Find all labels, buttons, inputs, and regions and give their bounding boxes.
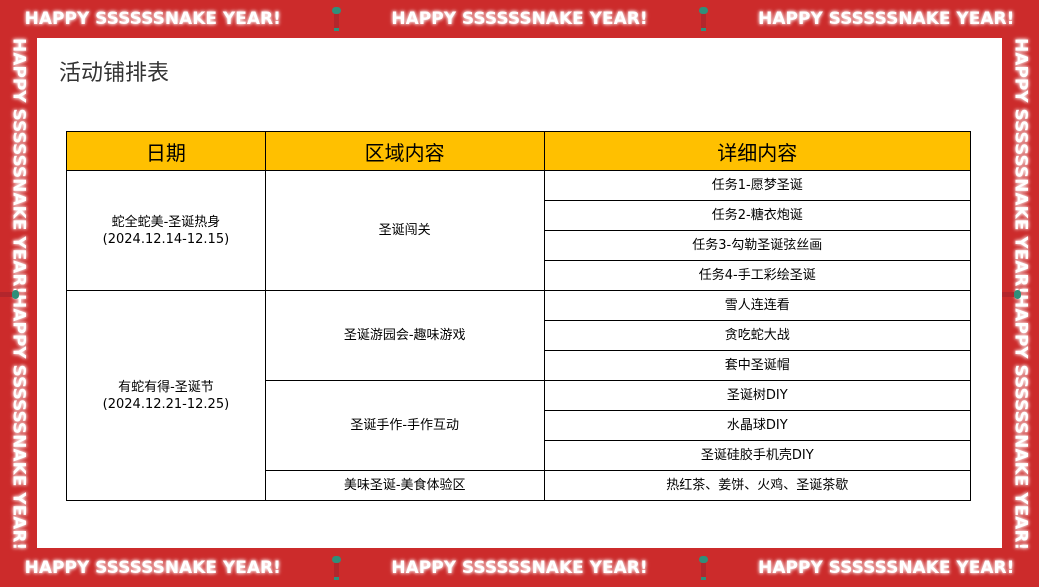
detail-cell: 套中圣诞帽 [543,350,971,381]
detail-cell: 任务4-手工彩绘圣诞 [543,260,971,291]
banner-text: HAPPY SSSSSSNAKE YEAR! [758,557,1015,578]
banner-text: HAPPY SSSSSSNAKE YEAR! [1010,38,1031,295]
content-panel: 活动铺排表 日期 区域内容 详细内容 蛇全蛇美-圣诞热身 (2024.12.14-… [37,38,1002,548]
header-date: 日期 [66,131,266,171]
table-row: 有蛇有得-圣诞节 (2024.12.21-12.25) 圣诞游园会-趣味游戏 雪人连连… [66,290,971,501]
header-area: 区域内容 [264,131,545,171]
table-row: 蛇全蛇美-圣诞热身 (2024.12.14-12.15) 圣诞闯关 任务1-愿梦圣诞 [66,170,971,291]
area-cell: 美味圣诞-美食体验区 [264,470,545,501]
date-range: (2024.12.21-12.25) [102,396,230,412]
table-row: 贪吃蛇大战 [67,320,971,351]
detail-cell: 任务3-勾勒圣诞弦丝画 [543,230,971,261]
page-title: 活动铺排表 [59,61,170,86]
table-row: 任务2-糖衣炮诞 [67,200,971,231]
detail-cell: 圣诞树DIY [543,380,971,411]
date-name: 蛇全蛇美-圣诞热身 [111,214,221,230]
banner-text: HAPPY SSSSSSNAKE YEAR! [758,9,1015,29]
banner-text: HAPPY SSSSSSNAKE YEAR! [24,9,281,29]
detail-cell: 贪吃蛇大战 [543,320,971,351]
banner-text: HAPPY SSSSSSNAKE YEAR! [391,9,648,29]
banner-text: HAPPY SSSSSSNAKE YEAR! [8,38,29,295]
snake-icon [697,7,709,31]
detail-cell: 水晶球DIY [543,410,971,441]
snake-icon [330,555,342,580]
banner-text: HAPPY SSSSSSNAKE YEAR! [24,557,281,578]
schedule-table: 日期 区域内容 详细内容 蛇全蛇美-圣诞热身 (2024.12.14-12.15)… [66,131,971,501]
table-row: 美味圣诞-美食体验区 热红茶、姜饼、火鸡、圣诞茶歇 [67,470,971,501]
table-row: 任务3-勾勒圣诞弦丝画 [67,230,971,261]
snake-icon [697,555,709,580]
table-header-row: 日期 区域内容 详细内容 [66,131,971,171]
date-cell: 蛇全蛇美-圣诞热身 (2024.12.14-12.15) [66,170,266,291]
header-detail: 详细内容 [543,131,971,171]
banner-right: HAPPY SSSSSSNAKE YEAR! HAPPY SSSSSSNAKE … [1002,38,1039,551]
table-row: 圣诞手作-手作互动 圣诞树DIY [67,380,971,471]
area-cell: 圣诞闯关 [264,170,545,291]
date-name: 有蛇有得-圣诞节 [118,379,214,395]
detail-cell: 圣诞硅胶手机壳DIY [543,440,971,471]
banner-bottom: HAPPY SSSSSSNAKE YEAR! HAPPY SSSSSSNAKE … [0,548,1039,587]
banner-text: HAPPY SSSSSSNAKE YEAR! [8,294,29,551]
detail-cell: 任务1-愿梦圣诞 [543,170,971,201]
banner-left: HAPPY SSSSSSNAKE YEAR! HAPPY SSSSSSNAKE … [0,38,37,551]
banner-text: HAPPY SSSSSSNAKE YEAR! [1010,294,1031,551]
area-cell: 圣诞游园会-趣味游戏 [264,290,545,381]
date-range: (2024.12.14-12.15) [102,231,230,247]
area-cell: 圣诞手作-手作互动 [264,380,545,471]
detail-cell: 热红茶、姜饼、火鸡、圣诞茶歇 [543,470,971,501]
table-row: 水晶球DIY [67,410,971,441]
banner-text: HAPPY SSSSSSNAKE YEAR! [391,557,648,578]
date-cell: 有蛇有得-圣诞节 (2024.12.21-12.25) [66,290,266,501]
banner-top: HAPPY SSSSSSNAKE YEAR! HAPPY SSSSSSNAKE … [0,0,1039,38]
detail-cell: 雪人连连看 [543,290,971,321]
table-row: 圣诞硅胶手机壳DIY [67,440,971,471]
detail-cell: 任务2-糖衣炮诞 [543,200,971,231]
snake-icon [330,7,342,31]
